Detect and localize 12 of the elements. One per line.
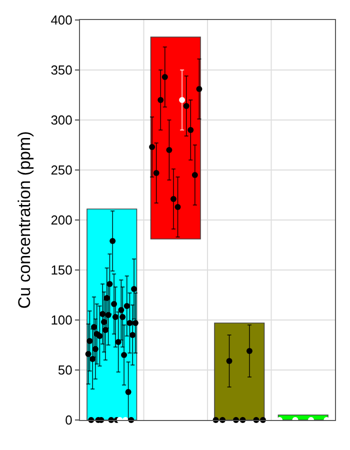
- bar: [150, 36, 201, 240]
- y-tick-label: 50: [58, 362, 72, 378]
- y-tick-label: 0: [65, 412, 72, 428]
- bar: [214, 322, 265, 420]
- y-tick-label: 400: [50, 12, 72, 28]
- y-tick-label: 300: [50, 112, 72, 128]
- y-tick-label: 100: [50, 312, 72, 328]
- y-tick-label: 250: [50, 162, 72, 178]
- y-tick-label: 350: [50, 62, 72, 78]
- y-axis-title: Cu concentration (ppm): [15, 131, 34, 309]
- y-tick-label: 150: [50, 262, 72, 278]
- y-tick-label: 200: [50, 212, 72, 228]
